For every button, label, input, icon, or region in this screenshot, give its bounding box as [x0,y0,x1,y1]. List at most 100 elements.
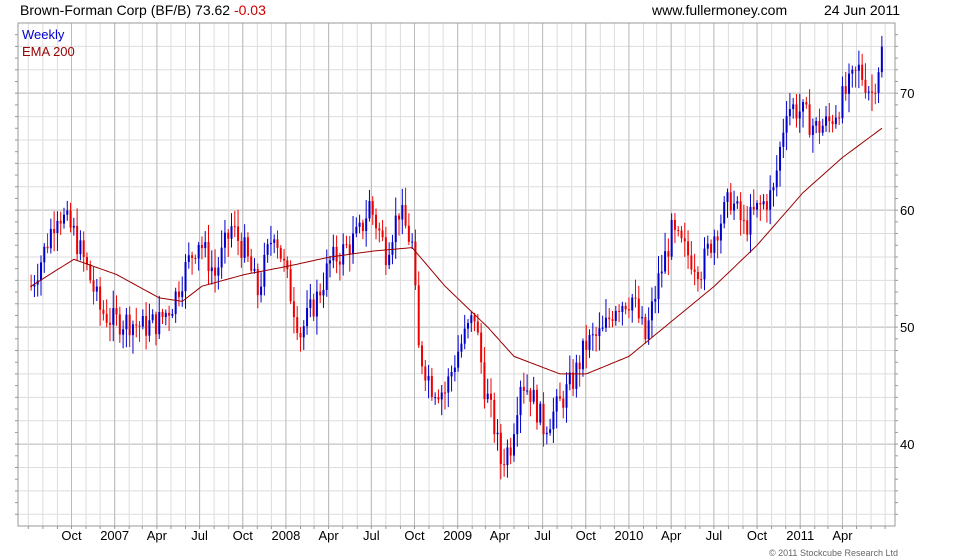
x-tick-label: Jul [363,528,380,543]
candle-down [608,317,611,320]
candle-up [187,255,190,262]
candle-up [723,202,726,224]
x-tick-label: Apr [490,528,511,543]
candle-down [677,229,680,231]
candle-up [329,260,332,264]
candle-down [299,333,302,338]
x-tick-label: Oct [747,528,768,543]
candle-up [762,201,765,205]
candle-up [391,242,394,255]
candle-up [447,376,450,393]
x-tick-label: 2009 [443,528,472,543]
candle-up [358,222,361,227]
candle-down [214,267,217,276]
candle-down [145,316,148,336]
x-tick-label: Apr [661,528,682,543]
candle-down [105,313,108,323]
candle-down [667,251,670,257]
candle-up [309,299,312,309]
candle-down [82,240,85,257]
candle-down [154,314,157,335]
x-tick-label: Oct [404,528,425,543]
candle-down [414,241,417,286]
candle-down [398,215,401,220]
candle-down [483,362,486,400]
x-axis-ticks: Oct 2007 Apr Jul Oct 2008 Apr Jul Oct 2009 Apr Jul O… [27,526,886,543]
candle-down [759,203,762,205]
candle-down [808,104,811,135]
candle-down [746,220,749,235]
candle-down [729,192,732,211]
candle-up [516,415,519,435]
candle-up [526,390,529,392]
candle-up [834,117,837,125]
candle-down [509,447,512,456]
candle-down [404,205,407,226]
candle-up [706,243,709,249]
candle-down [246,237,249,257]
candle-up [815,121,818,126]
candle-down [381,230,384,238]
candle-down [348,244,351,255]
candle-up [463,328,466,344]
candle-up [857,64,860,71]
candle-down [700,279,703,281]
candle-down [207,242,210,272]
candle-up [273,239,276,243]
candle-up [772,187,775,191]
candle-up [802,102,805,112]
candle-down [493,399,496,435]
candle-up [230,226,233,239]
candle-down [108,322,111,325]
candle-up [457,351,460,368]
candle-down [250,256,253,271]
candle-down [92,280,95,292]
y-tick-label: 50 [900,320,914,335]
candle-up [220,247,223,268]
candle-down [76,225,79,255]
x-tick-label: Jul [534,528,551,543]
candle-down [237,226,240,241]
candle-up [95,286,98,292]
candle-down [99,286,102,310]
candle-up [825,116,828,126]
candle-up [368,201,371,219]
candle-up [66,210,69,215]
candle-up [131,324,134,336]
candle-up [39,262,42,281]
candle-down [444,392,447,394]
candle-up [56,220,59,234]
candle-up [733,203,736,211]
x-tick-label: 2010 [614,528,643,543]
candle-up [657,273,660,300]
candle-down [345,244,348,246]
candle-down [805,102,808,105]
candle-down [417,285,420,346]
candle-down [85,256,88,265]
candle-down [118,314,121,335]
candle-up [388,254,391,266]
candle-up [670,219,673,257]
candle-up [703,248,706,280]
candle-up [598,328,601,336]
candle-up [174,291,177,314]
candle-up [654,299,657,302]
candle-down [338,261,341,265]
candle-down [289,269,292,302]
candle-down [795,104,798,119]
candle-down [690,255,693,270]
candle-up [197,244,200,259]
candle-up [125,314,128,330]
candle-down [53,228,56,234]
candle-down [191,255,194,258]
candle-up [779,146,782,171]
candle-up [588,335,591,350]
candle-up [181,291,184,298]
candle-up [394,215,397,243]
candle-down [135,324,138,326]
chart-date: 24 Jun 2011 [823,2,900,18]
candle-down [710,243,713,253]
candle-down [200,244,203,249]
candle-up [532,389,535,402]
candle-up [512,434,515,456]
